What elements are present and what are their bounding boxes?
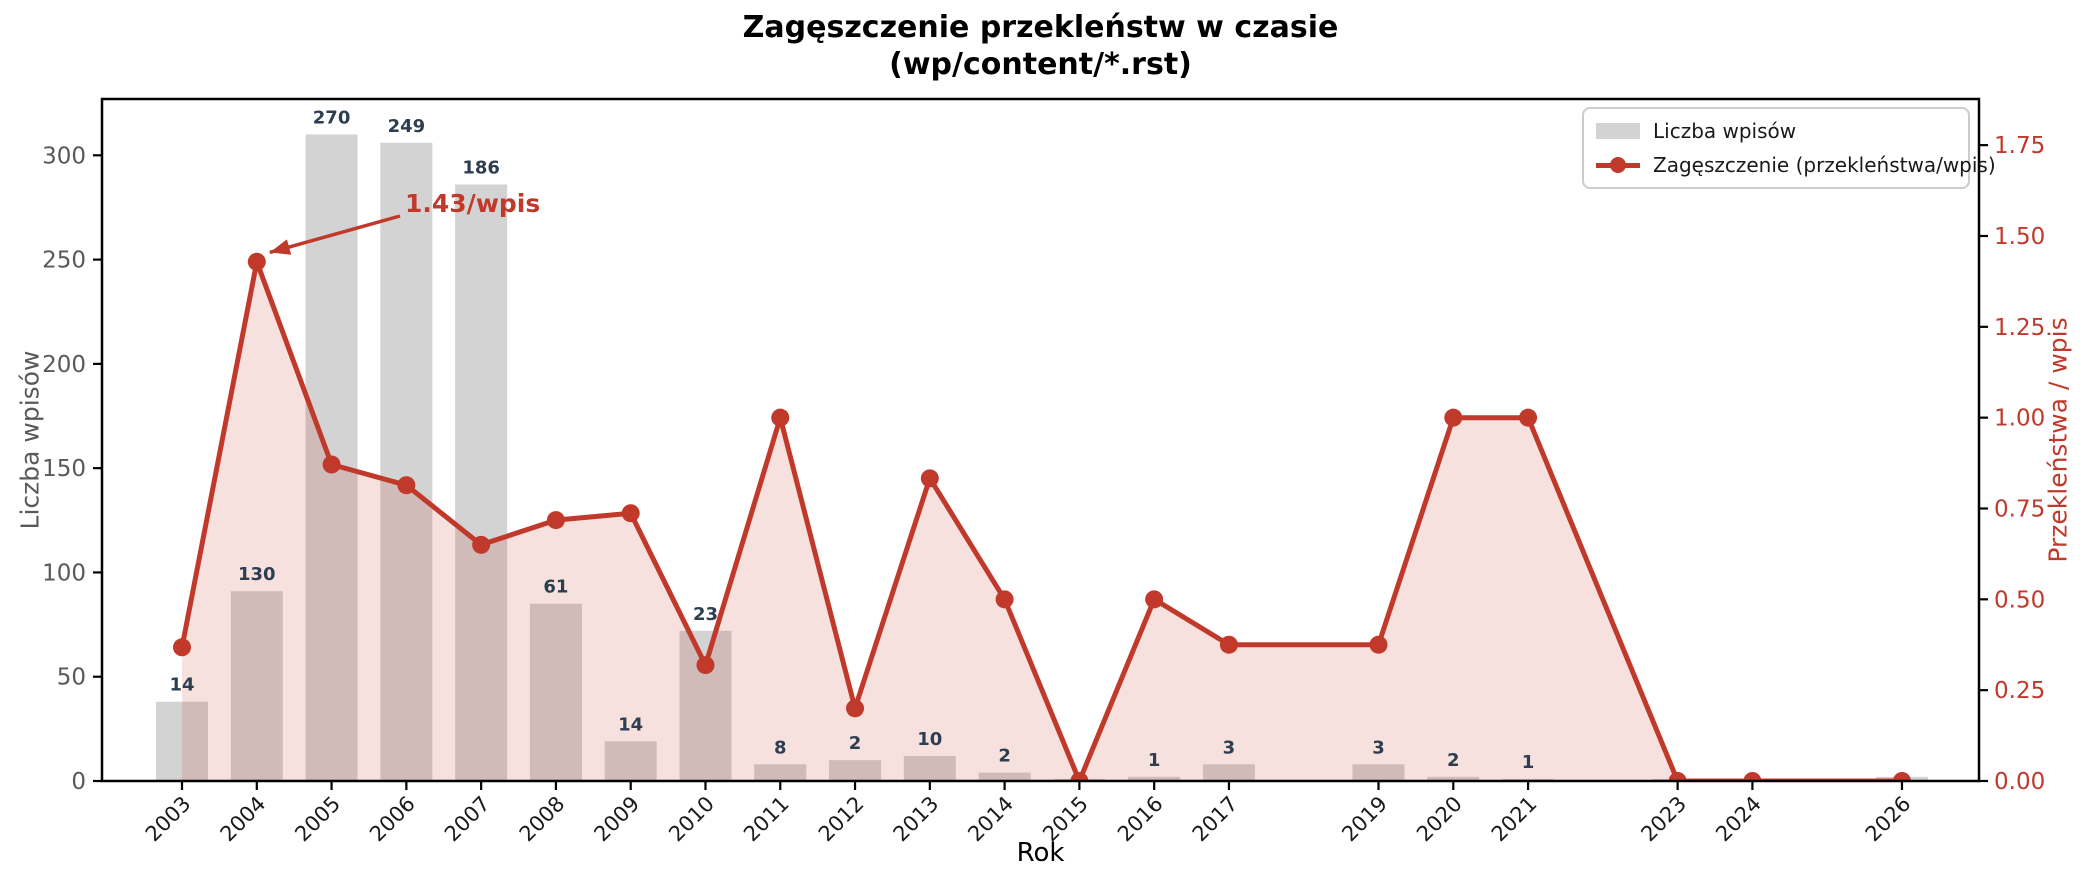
data-point-2012 xyxy=(846,699,865,718)
y-right-tick-label: 1.25 xyxy=(1994,315,2045,341)
data-point-2026 xyxy=(1892,772,1911,781)
bar-value-label-2006: 249 xyxy=(388,116,426,137)
y-right-tick-label: 0.00 xyxy=(1994,769,2045,795)
y-left-tick-label: 250 xyxy=(42,248,86,274)
bar-2004 xyxy=(230,591,283,781)
bar-value-label-2005: 270 xyxy=(313,107,351,128)
bar-value-label-2003: 14 xyxy=(169,675,194,696)
y-axis-right-label: Przekleństwa / wpis xyxy=(2043,317,2073,563)
plot-border xyxy=(100,97,1981,783)
y-left-tick-label: 200 xyxy=(42,352,86,378)
bar-value-label-2011: 8 xyxy=(774,737,787,758)
bar-2003 xyxy=(156,701,209,781)
data-point-2017 xyxy=(1219,635,1238,654)
data-point-2008 xyxy=(546,511,565,530)
y-right-tick-label: 0.25 xyxy=(1994,678,2045,704)
bar-value-label-2007: 186 xyxy=(462,158,500,179)
data-point-2019 xyxy=(1369,635,1388,654)
bar-2010 xyxy=(679,630,732,781)
annotation-arrowhead xyxy=(269,239,292,255)
data-point-2003 xyxy=(173,638,192,657)
y-axis-left-label: Liczba wpisów xyxy=(15,350,45,530)
chart-title-line1: Zagęszczenie przekleństw w czasie xyxy=(742,10,1339,45)
y-right-tick-label: 1.50 xyxy=(1994,224,2045,250)
bar-value-label-2020: 2 xyxy=(1447,750,1460,771)
data-point-2023 xyxy=(1668,772,1687,781)
data-point-2010 xyxy=(696,656,715,675)
bar-2009 xyxy=(604,741,657,781)
y-left-tick-label: 50 xyxy=(57,665,86,691)
chart-title: Zagęszczenie przekleństw w czasie (wp/co… xyxy=(102,10,1979,83)
bar-2014 xyxy=(978,772,1031,781)
legend-entry-bars: Liczba wpisów xyxy=(1596,119,1956,143)
bar-value-label-2014: 2 xyxy=(998,746,1011,767)
y-left-tick-label: 0 xyxy=(71,769,86,795)
bar-value-label-2010: 23 xyxy=(693,604,718,625)
legend-bar-swatch-icon xyxy=(1596,123,1640,139)
bar-2020 xyxy=(1427,776,1480,781)
bar-value-label-2013: 10 xyxy=(917,729,942,750)
legend-bars-label: Liczba wpisów xyxy=(1653,119,1797,143)
legend-entry-line: Zagęszczenie (przekleństwa/wpis) xyxy=(1596,153,1996,177)
bar-value-label-2012: 2 xyxy=(849,733,862,754)
y-right-tick-label: 1.75 xyxy=(1994,133,2045,159)
bar-2008 xyxy=(529,603,582,781)
bar-2011 xyxy=(754,764,807,781)
data-point-2006 xyxy=(397,476,416,495)
y-right-tick-label: 0.75 xyxy=(1994,496,2045,522)
bar-value-label-2009: 14 xyxy=(618,714,643,735)
bar-2012 xyxy=(829,760,882,781)
annotation-text: 1.43/wpis xyxy=(405,189,540,218)
data-point-2005 xyxy=(322,455,341,474)
bar-value-label-2008: 61 xyxy=(543,577,568,598)
data-point-2013 xyxy=(920,469,939,488)
bar-2016 xyxy=(1128,776,1181,781)
legend-line-label: Zagęszczenie (przekleństwa/wpis) xyxy=(1653,153,1996,177)
bar-value-label-2004: 130 xyxy=(238,564,276,585)
bar-value-label-2017: 3 xyxy=(1223,737,1236,758)
bar-value-label-2021: 1 xyxy=(1522,752,1535,773)
y-right-tick-label: 1.00 xyxy=(1994,406,2045,432)
legend-line-marker-icon xyxy=(1596,157,1640,173)
chart-title-line2: (wp/content/*.rst) xyxy=(889,46,1192,82)
y-right-tick-label: 0.50 xyxy=(1994,587,2045,613)
bar-2017 xyxy=(1202,764,1255,781)
data-point-2015 xyxy=(1070,772,1089,781)
bar-2013 xyxy=(903,755,956,781)
bar-value-label-2016: 1 xyxy=(1148,750,1161,771)
density-area xyxy=(182,261,1902,781)
data-point-2016 xyxy=(1145,590,1164,609)
data-point-2011 xyxy=(771,408,790,427)
y-left-tick-label: 300 xyxy=(42,143,86,169)
bar-2006 xyxy=(380,142,433,782)
data-point-2014 xyxy=(995,590,1014,609)
y-left-tick-label: 150 xyxy=(42,456,86,482)
bar-value-label-2019: 3 xyxy=(1372,737,1385,758)
data-point-2007 xyxy=(472,535,491,554)
data-point-2020 xyxy=(1444,408,1463,427)
legend: Liczba wpisów Zagęszczenie (przekleństwa… xyxy=(1582,107,1996,189)
data-point-2004 xyxy=(247,252,266,271)
annotation-arrow xyxy=(269,214,401,255)
x-axis-label: Rok xyxy=(1016,838,1065,868)
bar-2007 xyxy=(455,184,508,782)
data-point-2021 xyxy=(1519,408,1538,427)
data-point-2024 xyxy=(1743,772,1762,781)
y-left-tick-label: 100 xyxy=(42,560,86,586)
bar-2019 xyxy=(1352,764,1405,781)
data-point-2009 xyxy=(621,504,640,523)
